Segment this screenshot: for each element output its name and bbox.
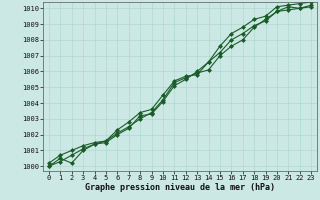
X-axis label: Graphe pression niveau de la mer (hPa): Graphe pression niveau de la mer (hPa) xyxy=(85,183,275,192)
